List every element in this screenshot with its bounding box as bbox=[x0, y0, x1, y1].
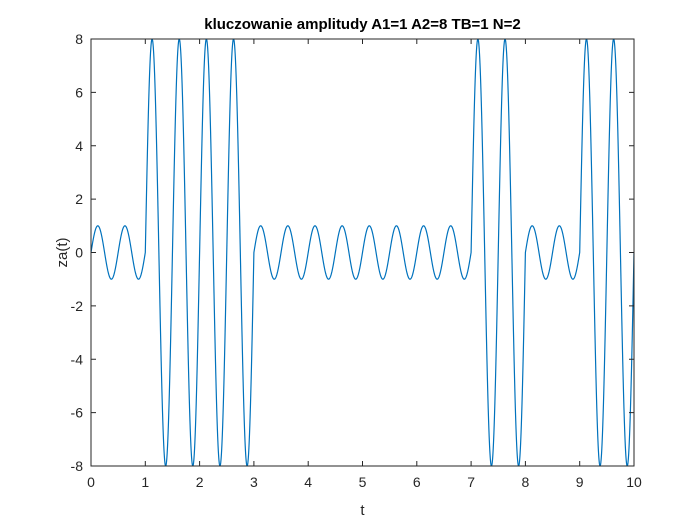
chart-title: kluczowanie amplitudy A1=1 A2=8 TB=1 N=2 bbox=[204, 16, 521, 33]
x-tick-label-1: 1 bbox=[141, 474, 149, 490]
series-line-0 bbox=[91, 39, 634, 466]
y-tick-label-6: 6 bbox=[75, 84, 83, 100]
x-axis-label: t bbox=[360, 502, 365, 519]
y-tick-label--4: -4 bbox=[71, 351, 84, 367]
y-tick-label-8: 8 bbox=[75, 31, 83, 47]
x-tick-label-9: 9 bbox=[576, 474, 584, 490]
x-tick-label-2: 2 bbox=[196, 474, 204, 490]
y-tick-label-4: 4 bbox=[75, 138, 83, 154]
y-axis-label: za(t) bbox=[54, 237, 71, 267]
y-tick-label-0: 0 bbox=[75, 245, 83, 261]
y-tick-label--6: -6 bbox=[71, 405, 84, 421]
x-tick-label-0: 0 bbox=[87, 474, 95, 490]
y-tick-label--8: -8 bbox=[71, 458, 84, 474]
x-tick-label-10: 10 bbox=[626, 474, 642, 490]
y-tick-label--2: -2 bbox=[71, 298, 84, 314]
x-tick-label-4: 4 bbox=[304, 474, 312, 490]
x-tick-label-6: 6 bbox=[413, 474, 421, 490]
y-tick-label-2: 2 bbox=[75, 191, 83, 207]
x-tick-label-8: 8 bbox=[522, 474, 530, 490]
x-tick-label-5: 5 bbox=[359, 474, 367, 490]
x-tick-label-3: 3 bbox=[250, 474, 258, 490]
x-tick-label-7: 7 bbox=[467, 474, 475, 490]
